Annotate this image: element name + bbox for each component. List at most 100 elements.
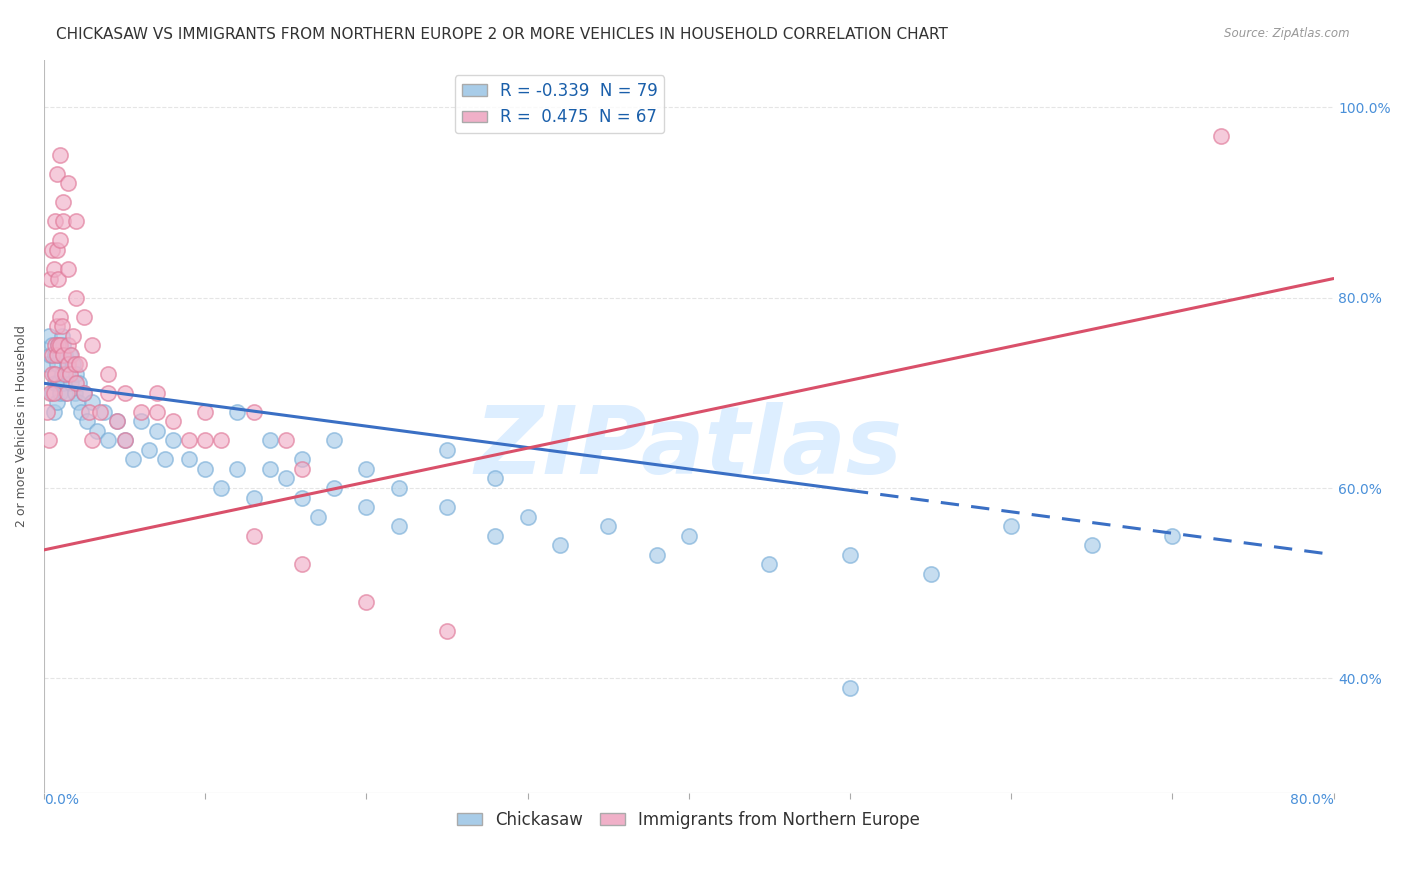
Point — [97, 434, 120, 448]
Point — [242, 405, 264, 419]
Point — [42, 367, 65, 381]
Point — [56, 262, 79, 277]
Point — [51, 367, 73, 381]
Point — [45, 357, 67, 371]
Point — [67, 376, 90, 391]
Point — [242, 491, 264, 505]
Point — [356, 595, 378, 609]
Point — [39, 385, 62, 400]
Point — [53, 385, 76, 400]
Point — [76, 414, 98, 428]
Point — [59, 348, 82, 362]
Point — [138, 442, 160, 457]
Point — [1209, 128, 1232, 143]
Point — [56, 357, 79, 371]
Point — [73, 385, 96, 400]
Point — [259, 462, 281, 476]
Point — [1161, 528, 1184, 542]
Point — [436, 624, 458, 638]
Point — [97, 367, 120, 381]
Point — [45, 319, 67, 334]
Point — [105, 414, 128, 428]
Y-axis label: 2 or more Vehicles in Household: 2 or more Vehicles in Household — [15, 326, 28, 527]
Point — [63, 385, 86, 400]
Point — [52, 348, 75, 362]
Point — [39, 348, 62, 362]
Point — [41, 243, 63, 257]
Point — [56, 338, 79, 352]
Point — [53, 348, 76, 362]
Point — [209, 481, 232, 495]
Point — [356, 462, 378, 476]
Point — [484, 471, 506, 485]
Point — [38, 328, 60, 343]
Point — [48, 376, 70, 391]
Point — [44, 367, 66, 381]
Point — [259, 434, 281, 448]
Point — [114, 385, 136, 400]
Point — [114, 434, 136, 448]
Point — [51, 319, 73, 334]
Point — [49, 348, 72, 362]
Point — [82, 434, 104, 448]
Point — [93, 405, 115, 419]
Point — [65, 367, 87, 381]
Point — [291, 491, 314, 505]
Point — [73, 310, 96, 324]
Point — [323, 481, 346, 495]
Point — [226, 462, 249, 476]
Point — [548, 538, 571, 552]
Point — [516, 509, 538, 524]
Point — [146, 424, 169, 438]
Point — [37, 405, 59, 419]
Point — [645, 548, 668, 562]
Point — [45, 348, 67, 362]
Point — [56, 177, 79, 191]
Point — [52, 214, 75, 228]
Point — [66, 395, 89, 409]
Point — [42, 262, 65, 277]
Point — [65, 376, 87, 391]
Point — [226, 405, 249, 419]
Point — [86, 424, 108, 438]
Point — [45, 395, 67, 409]
Point — [129, 414, 152, 428]
Point — [242, 528, 264, 542]
Point — [920, 566, 942, 581]
Text: 0.0%: 0.0% — [44, 793, 79, 806]
Point — [48, 271, 70, 285]
Point — [97, 385, 120, 400]
Point — [49, 310, 72, 324]
Point — [194, 405, 217, 419]
Point — [153, 452, 176, 467]
Point — [65, 214, 87, 228]
Point — [209, 434, 232, 448]
Point — [48, 338, 70, 352]
Point — [274, 434, 297, 448]
Point — [45, 243, 67, 257]
Point — [121, 452, 143, 467]
Point — [52, 376, 75, 391]
Point — [55, 385, 77, 400]
Point — [41, 367, 63, 381]
Point — [77, 405, 100, 419]
Point — [484, 528, 506, 542]
Point — [55, 357, 77, 371]
Point — [65, 291, 87, 305]
Point — [177, 452, 200, 467]
Point — [38, 434, 60, 448]
Point — [45, 167, 67, 181]
Point — [598, 519, 620, 533]
Point — [758, 557, 780, 571]
Text: CHICKASAW VS IMMIGRANTS FROM NORTHERN EUROPE 2 OR MORE VEHICLES IN HOUSEHOLD COR: CHICKASAW VS IMMIGRANTS FROM NORTHERN EU… — [56, 27, 948, 42]
Point — [146, 385, 169, 400]
Point — [1080, 538, 1102, 552]
Point — [678, 528, 700, 542]
Point — [436, 500, 458, 514]
Point — [114, 434, 136, 448]
Point — [44, 338, 66, 352]
Point — [105, 414, 128, 428]
Point — [41, 385, 63, 400]
Point — [67, 357, 90, 371]
Text: Source: ZipAtlas.com: Source: ZipAtlas.com — [1225, 27, 1350, 40]
